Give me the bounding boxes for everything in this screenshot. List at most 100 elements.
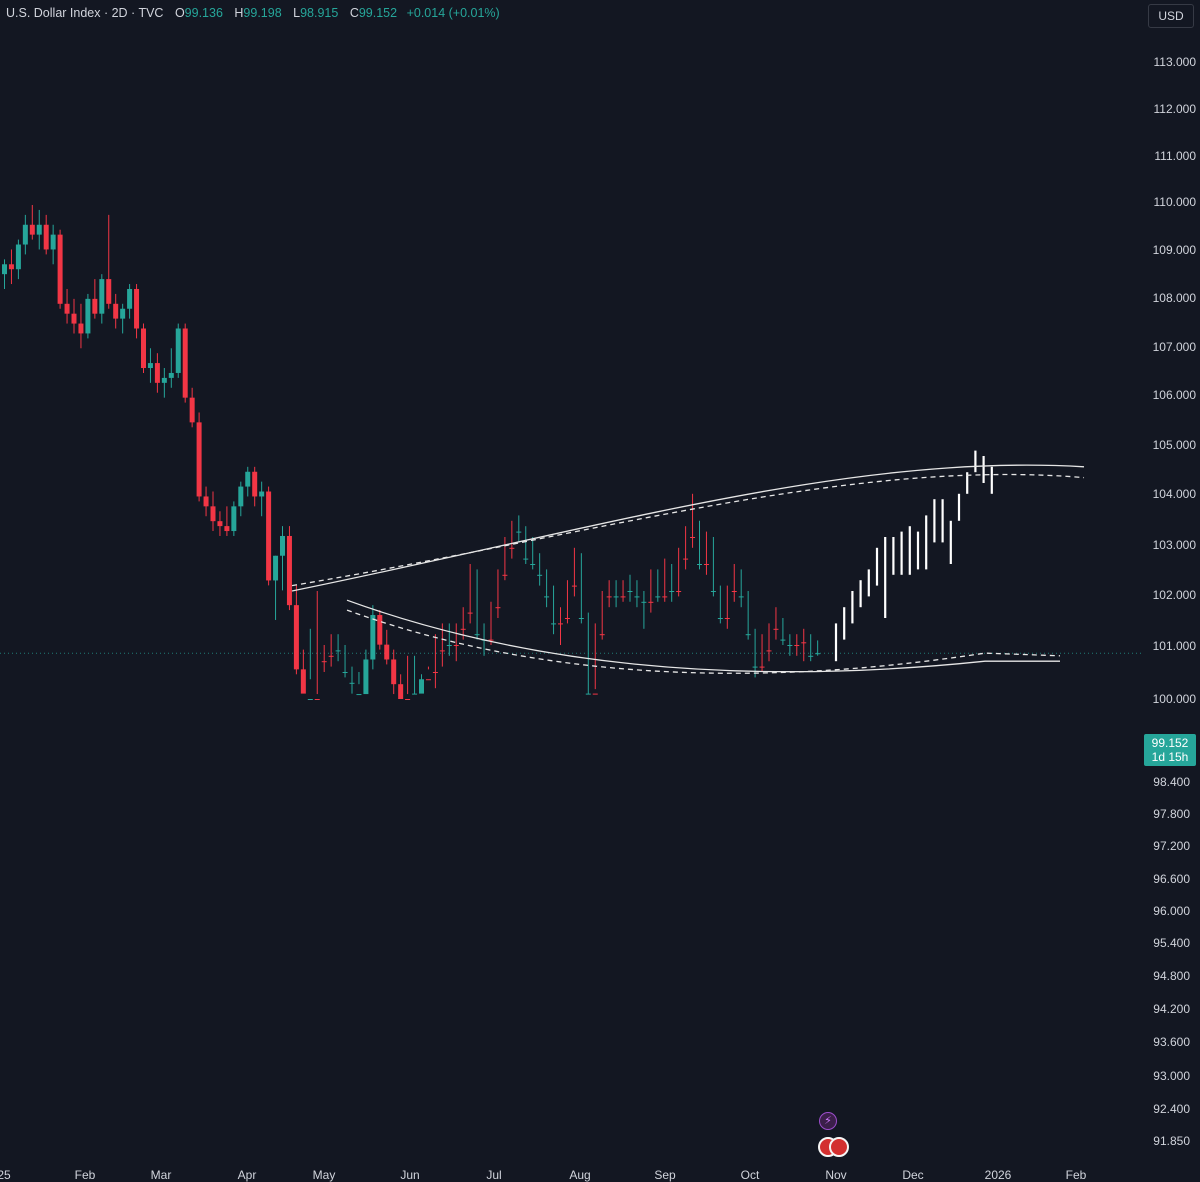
y-tick-label: 97.800 [1153,807,1190,821]
candle-body [738,596,744,598]
candle-body [141,328,146,369]
candle-body [794,645,800,646]
candle-body [224,526,230,532]
x-tick-label: Apr [238,1168,257,1182]
candle-body [599,634,605,636]
candle-body [467,612,473,614]
y-tick-label: 103.000 [1153,538,1197,552]
open-label: O [174,6,185,20]
low-value: 98.915 [300,6,339,20]
candle-body [293,605,299,670]
candle-body [564,618,570,619]
channel-upper-solid [346,599,1060,673]
candle-body [662,596,668,598]
candle-body [710,591,716,592]
candle-body [787,645,793,646]
candle-body [245,471,251,487]
candle-body [259,491,265,497]
candle-body [585,693,591,695]
candle-body [210,506,216,522]
candle-body [377,615,383,645]
x-tick-label: Feb [75,1168,96,1182]
y-tick-label: 112.000 [1154,102,1197,116]
candle-body [516,531,522,533]
candle-body [342,672,348,673]
candle-body [64,303,70,314]
candle-body [523,558,529,560]
candle-body [801,642,807,644]
candle-body [238,486,244,507]
y-tick-label: 104.000 [1153,487,1197,501]
x-tick-label: Sep [654,1168,676,1182]
candle-body [495,607,501,609]
lightning-event-icon[interactable]: ⚡ [819,1112,837,1130]
candle-body [328,655,334,657]
channel-upper-dashed [346,609,1061,674]
symbol-title: U.S. Dollar Index · 2D · TVC [6,6,164,20]
candle-body [578,618,584,619]
x-tick-label: 25 [0,1168,11,1182]
candle-body [314,699,320,700]
y-tick-label: 109.000 [1153,243,1197,257]
x-tick-label: May [313,1168,336,1182]
candle-body [370,615,376,660]
y-tick-label: 106.000 [1153,388,1197,402]
low-label: L [293,6,301,20]
candle-body [29,224,35,235]
candle-body [182,328,188,398]
candle-body [432,672,438,673]
candle-body [669,591,675,592]
us-flag-event-icon-2[interactable] [829,1137,849,1157]
x-tick-label: Nov [825,1168,846,1182]
y-tick-label: 108.000 [1153,291,1197,305]
candle-body [307,699,313,700]
candle-body [127,288,133,309]
candle-body [502,574,508,576]
channel-lower-dashed [291,473,1085,587]
candle-body [203,496,209,507]
channel-lower-solid [291,464,1085,592]
x-tick-label: Oct [741,1168,760,1182]
candle-body [641,601,647,603]
candle-body [154,363,160,383]
candle-body [766,650,772,652]
y-tick-label: 94.200 [1153,1002,1190,1016]
candle-body [71,313,77,324]
candle-body [745,634,751,636]
candle-body [2,264,7,275]
high-value: 99.198 [243,6,282,20]
candle-body [356,694,362,696]
candle-body [15,244,21,270]
y-tick-label: 94.800 [1153,969,1190,983]
candle-body [106,279,112,304]
candle-body [85,298,91,334]
candle-body [252,471,258,497]
candle-body [474,634,480,636]
candle-body [731,591,737,592]
bar-countdown: 1d 15h [1151,750,1189,764]
y-tick-label: 93.000 [1153,1069,1190,1083]
candle-body [606,596,612,598]
y-tick-label: 107.000 [1153,340,1197,354]
candle-body [627,591,633,592]
x-tick-label: Dec [902,1168,923,1182]
x-tick-label: Jun [400,1168,419,1182]
candle-body [530,564,536,565]
candle-body [217,521,223,527]
candle-body [780,639,786,641]
currency-button[interactable]: USD [1148,4,1194,28]
candle-body [349,682,355,684]
candle-body [147,363,153,369]
y-tick-label: 101.000 [1153,639,1197,653]
x-tick-label: Jul [486,1168,501,1182]
y-tick-label: 91.850 [1153,1134,1190,1148]
candle-body [425,679,431,681]
candle-body [551,623,557,625]
candle-body [620,596,626,598]
candle-body [266,491,272,581]
candle-body [690,537,696,538]
candle-body [175,328,181,373]
y-tick-label: 93.600 [1153,1035,1190,1049]
candle-body [273,555,279,581]
